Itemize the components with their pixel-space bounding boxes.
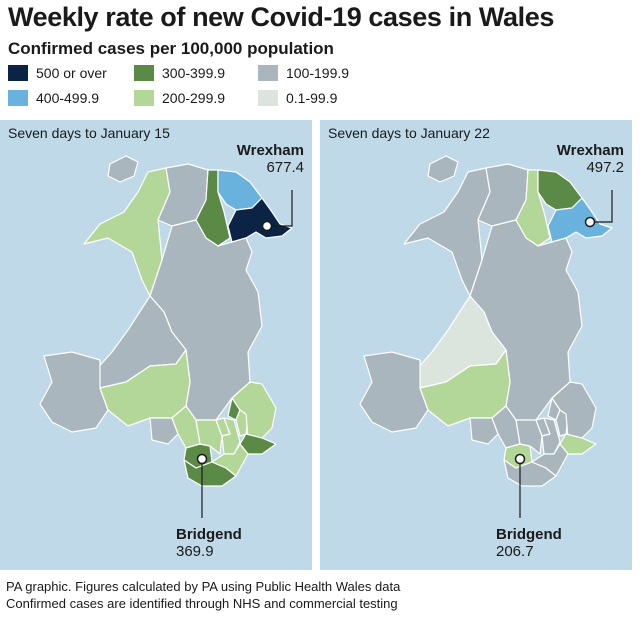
bridgend-value: 369.9 xyxy=(176,543,214,560)
legend-label: 0.1-99.9 xyxy=(286,90,338,106)
wrexham-callout: Wrexham 677.4 xyxy=(237,142,304,176)
wales-map-jan-15 xyxy=(39,155,293,518)
wrexham-name: Wrexham xyxy=(236,142,304,159)
source-note: PA graphic. Figures calculated by PA usi… xyxy=(6,579,401,594)
region-carmarthenshire xyxy=(99,349,191,427)
legend-label: 200-299.9 xyxy=(162,90,226,106)
legend-item-0-99: 0.1-99.9 xyxy=(258,88,337,108)
legend: 500 or over 300-399.9 100-199.9 400-499.… xyxy=(8,63,638,109)
legend-item-200-299: 200-299.9 xyxy=(134,88,225,108)
bridgend-marker xyxy=(514,453,526,465)
region-pembrokeshire xyxy=(359,351,429,433)
region-anglesey xyxy=(427,155,459,183)
region-swansea xyxy=(149,417,179,445)
wrexham-value: 497.2 xyxy=(586,159,624,176)
legend-swatch xyxy=(258,90,278,106)
footer-notes: PA graphic. Figures calculated by PA usi… xyxy=(6,578,400,612)
region-cardiff xyxy=(211,443,249,477)
period-label: Seven days to January 15 xyxy=(8,125,170,141)
bridgend-callout: Bridgend 206.7 xyxy=(496,526,562,560)
region-carmarthenshire xyxy=(419,349,511,427)
legend-label: 500 or over xyxy=(36,65,107,81)
legend-swatch xyxy=(134,65,154,81)
wrexham-value: 677.4 xyxy=(266,159,304,176)
chart-title: Weekly rate of new Covid-19 cases in Wal… xyxy=(8,2,554,32)
bridgend-marker xyxy=(196,453,208,465)
region-pembrokeshire xyxy=(39,351,109,433)
legend-item-500-or-over: 500 or over xyxy=(8,63,107,83)
legend-item-400-499: 400-499.9 xyxy=(8,88,99,108)
region-swansea xyxy=(469,417,499,445)
wrexham-marker xyxy=(584,216,596,228)
wrexham-callout: Wrexham 497.2 xyxy=(557,142,624,176)
legend-item-300-399: 300-399.9 xyxy=(134,63,225,83)
map-panel-jan-22: Seven days to January 22 Wrexham 497.2 B… xyxy=(320,120,632,570)
legend-title: Confirmed cases per 100,000 population xyxy=(8,39,334,58)
legend-swatch xyxy=(8,90,28,106)
wales-map-jan-22 xyxy=(359,155,613,518)
bridgend-name: Bridgend xyxy=(176,526,242,543)
legend-label: 400-499.9 xyxy=(36,90,100,106)
legend-label: 300-399.9 xyxy=(162,65,226,81)
region-cardiff xyxy=(531,443,569,477)
legend-swatch xyxy=(134,90,154,106)
legend-item-100-199: 100-199.9 xyxy=(258,63,349,83)
bridgend-value: 206.7 xyxy=(496,543,534,560)
wrexham-callout-line xyxy=(270,190,293,227)
region-anglesey xyxy=(107,155,139,183)
testing-note: Confirmed cases are identified through N… xyxy=(6,596,398,611)
period-label: Seven days to January 22 xyxy=(328,125,490,141)
legend-swatch xyxy=(8,65,28,81)
legend-label: 100-199.9 xyxy=(286,65,350,81)
bridgend-name: Bridgend xyxy=(496,526,562,543)
legend-swatch xyxy=(258,65,278,81)
wrexham-marker xyxy=(261,220,273,232)
wrexham-name: Wrexham xyxy=(556,142,624,159)
wrexham-callout-line xyxy=(594,190,613,223)
bridgend-callout: Bridgend 369.9 xyxy=(176,526,242,560)
map-panel-jan-15: Seven days to January 15 Wrexham 677.4 B… xyxy=(0,120,312,570)
